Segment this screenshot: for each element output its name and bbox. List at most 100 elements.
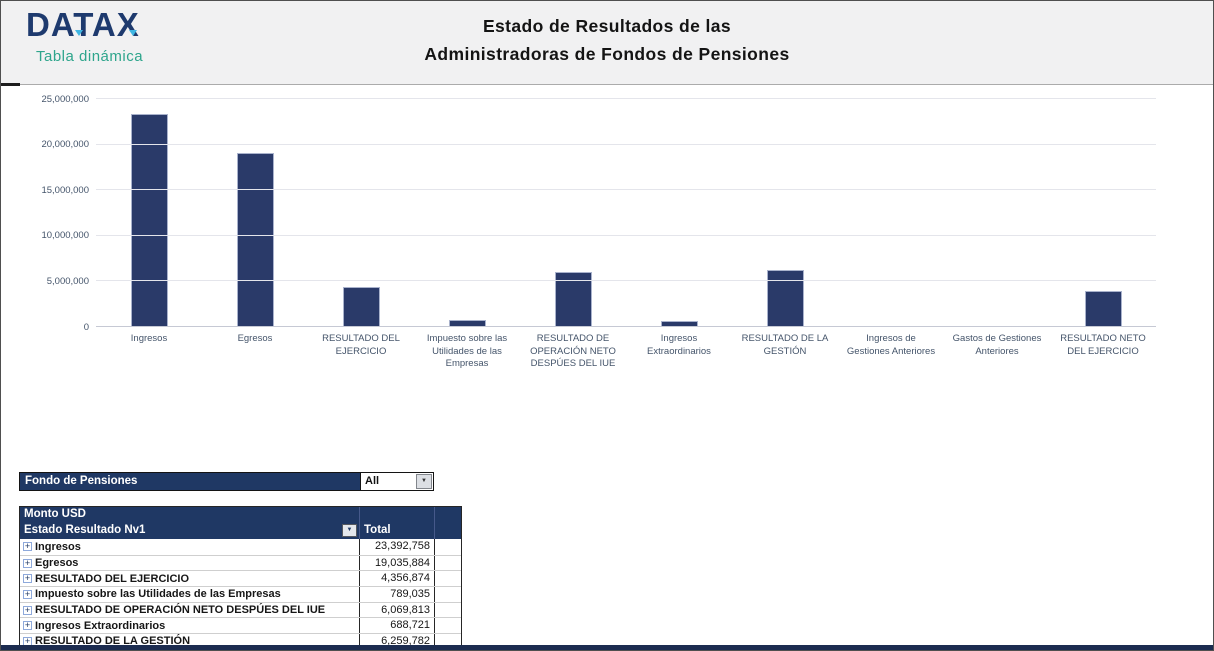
bar-slot (520, 99, 626, 327)
pivot-row-value: 4,356,874 (360, 571, 435, 587)
pivot-row-label-cell: + Ingresos (20, 539, 360, 555)
x-axis-label: RESULTADO DEL EJERCICIO (322, 333, 400, 357)
pivot-header-extra-cell (435, 523, 461, 539)
pivot-row: + RESULTADO DEL EJERCICIO 4,356,874 (20, 570, 461, 587)
expand-button[interactable]: + (23, 604, 32, 615)
gridline (96, 234, 1156, 236)
bar-slot (202, 99, 308, 327)
pivot-row-label: RESULTADO DE OPERACIÓN NETO DESPÚES DEL … (35, 604, 326, 617)
bar-slot (626, 99, 732, 327)
logo-accent-icon (129, 30, 137, 36)
pivot-row: + RESULTADO DE OPERACIÓN NETO DESPÚES DEL… (20, 601, 461, 618)
plot-area (96, 98, 1156, 327)
expand-button[interactable]: + (23, 541, 32, 552)
chart-bar (660, 321, 698, 327)
logo-accent-icon (75, 30, 83, 36)
x-axis-labels: Ingresos Egresos RESULTADO DEL EJERCICIO Im… (96, 333, 1156, 371)
pivot-row-extra-cell (435, 556, 461, 571)
x-axis-label: Impuesto sobre las Utilidades de las Emp… (426, 333, 508, 369)
expand-button[interactable]: + (23, 620, 32, 631)
pivot-value-header: Total (360, 523, 435, 539)
pivot-row-label-cell: + RESULTADO DEL EJERCICIO (20, 571, 360, 587)
pivot-row-header-label: Estado Resultado Nv1 (24, 524, 146, 536)
pivot-title-extra-cell (435, 507, 461, 523)
chart-bar (342, 287, 380, 327)
pivot-row: + Egresos 19,035,884 (20, 554, 461, 571)
pivot-title-row: Monto USD (20, 507, 461, 523)
expand-button[interactable]: + (23, 573, 32, 584)
chart-bar (766, 270, 804, 327)
pivot-row-label-cell: + RESULTADO DE OPERACIÓN NETO DESPÚES DEL… (20, 602, 360, 618)
x-axis-label: Ingresos (130, 333, 168, 344)
x-axis-label: RESULTADO NETO DEL EJERCICIO (1060, 333, 1146, 357)
chart-bar (448, 320, 486, 327)
pivot-row-extra-cell (435, 587, 461, 602)
pivot-row-label: Egresos (35, 557, 79, 570)
bar-slot (96, 99, 202, 327)
gridline (96, 98, 1156, 99)
bars-container (96, 99, 1156, 327)
y-axis-tick-label: 0 (83, 321, 89, 333)
pivot-row-header: Estado Resultado Nv1 ▼ (20, 523, 360, 539)
pivot-title: Monto USD (20, 507, 360, 523)
pivot-row-label: RESULTADO DEL EJERCICIO (35, 572, 190, 585)
page-title-line1: Estado de Resultados de las (482, 16, 732, 36)
y-axis-labels: 0 5,000,000 10,000,000 15,000,000 20,000,000… (1, 94, 89, 333)
pivot-row-value: 6,069,813 (360, 602, 435, 618)
report-filter-row: Fondo de Pensiones All ▼ (19, 472, 434, 491)
pivot-row-label-cell: + Impuesto sobre las Utilidades de las Em… (20, 587, 360, 602)
bottom-strip (1, 645, 1213, 650)
filter-value-cell[interactable]: All ▼ (360, 472, 434, 491)
pivot-row-extra-cell (435, 539, 461, 555)
dropdown-arrow-icon: ▼ (421, 478, 427, 484)
x-axis-label: Gastos de Gestiones Anteriores (952, 333, 1042, 357)
pivot-row-extra-cell (435, 603, 461, 618)
filter-selected-value: All (365, 475, 380, 487)
pivot-row-value: 6,259,782 (360, 634, 435, 649)
header-divider-notch (1, 83, 20, 86)
logo-brand-text: DATAX (26, 6, 140, 43)
page-title-line2: Administradoras de Fondos de Pensiones (424, 44, 790, 64)
pivot-row-value: 19,035,884 (360, 555, 435, 571)
x-axis-label: RESULTADO DE OPERACIÓN NETO DESPÚES DEL … (530, 333, 616, 369)
pivot-row-label: RESULTADO DE LA GESTIÓN (35, 635, 191, 648)
pivot-table: Monto USD Estado Resultado Nv1 ▼ Total +… (19, 506, 462, 650)
y-axis-tick-label: 15,000,000 (41, 184, 89, 196)
pivot-row-value: 688,721 (360, 618, 435, 634)
pivot-row: + Ingresos 23,392,758 (20, 539, 461, 555)
gridline (96, 189, 1156, 191)
pivot-row-value: 789,035 (360, 587, 435, 602)
y-axis-tick-label: 5,000,000 (46, 275, 89, 287)
pivot-row: + Ingresos Extraordinarios 688,721 (20, 617, 461, 634)
bar-slot (732, 99, 838, 327)
gridline (96, 326, 1156, 327)
gridline (96, 280, 1156, 282)
x-axis-label: Ingresos Extraordinarios (647, 333, 711, 357)
header-band: DATAX Tabla dinámica Estado de Resultado… (1, 1, 1213, 85)
filter-dropdown-button[interactable]: ▼ (416, 474, 432, 489)
bar-slot (308, 99, 414, 327)
row-labels-filter-button[interactable]: ▼ (342, 524, 357, 537)
bar-slot (1050, 99, 1156, 327)
pivot-row-value: 23,392,758 (360, 539, 435, 555)
x-axis-label: Egresos (237, 333, 273, 344)
expand-button[interactable]: + (23, 557, 32, 568)
pivot-row-label-cell: + Ingresos Extraordinarios (20, 618, 360, 634)
y-axis-tick-label: 20,000,000 (41, 139, 89, 151)
pivot-row-label: Ingresos Extraordinarios (35, 619, 166, 632)
pivot-row-label-cell: + Egresos (20, 555, 360, 571)
gridline (96, 143, 1156, 145)
datax-logo: DATAX Tabla dinámica (26, 6, 143, 66)
page-title: Estado de Resultados de las Administrado… (1, 12, 1213, 68)
chart-bar (1084, 291, 1122, 327)
bar-slot (838, 99, 944, 327)
y-axis-tick-label: 25,000,000 (41, 93, 89, 105)
pivot-row-label: Impuesto sobre las Utilidades de las Emp… (35, 588, 281, 601)
bar-slot (944, 99, 1050, 327)
x-axis-label: RESULTADO DE LA GESTIÓN (741, 333, 829, 357)
expand-button[interactable]: + (23, 588, 32, 599)
pivot-row-label: Ingresos (35, 540, 81, 553)
y-axis-tick-label: 10,000,000 (41, 230, 89, 242)
bar-slot (414, 99, 520, 327)
